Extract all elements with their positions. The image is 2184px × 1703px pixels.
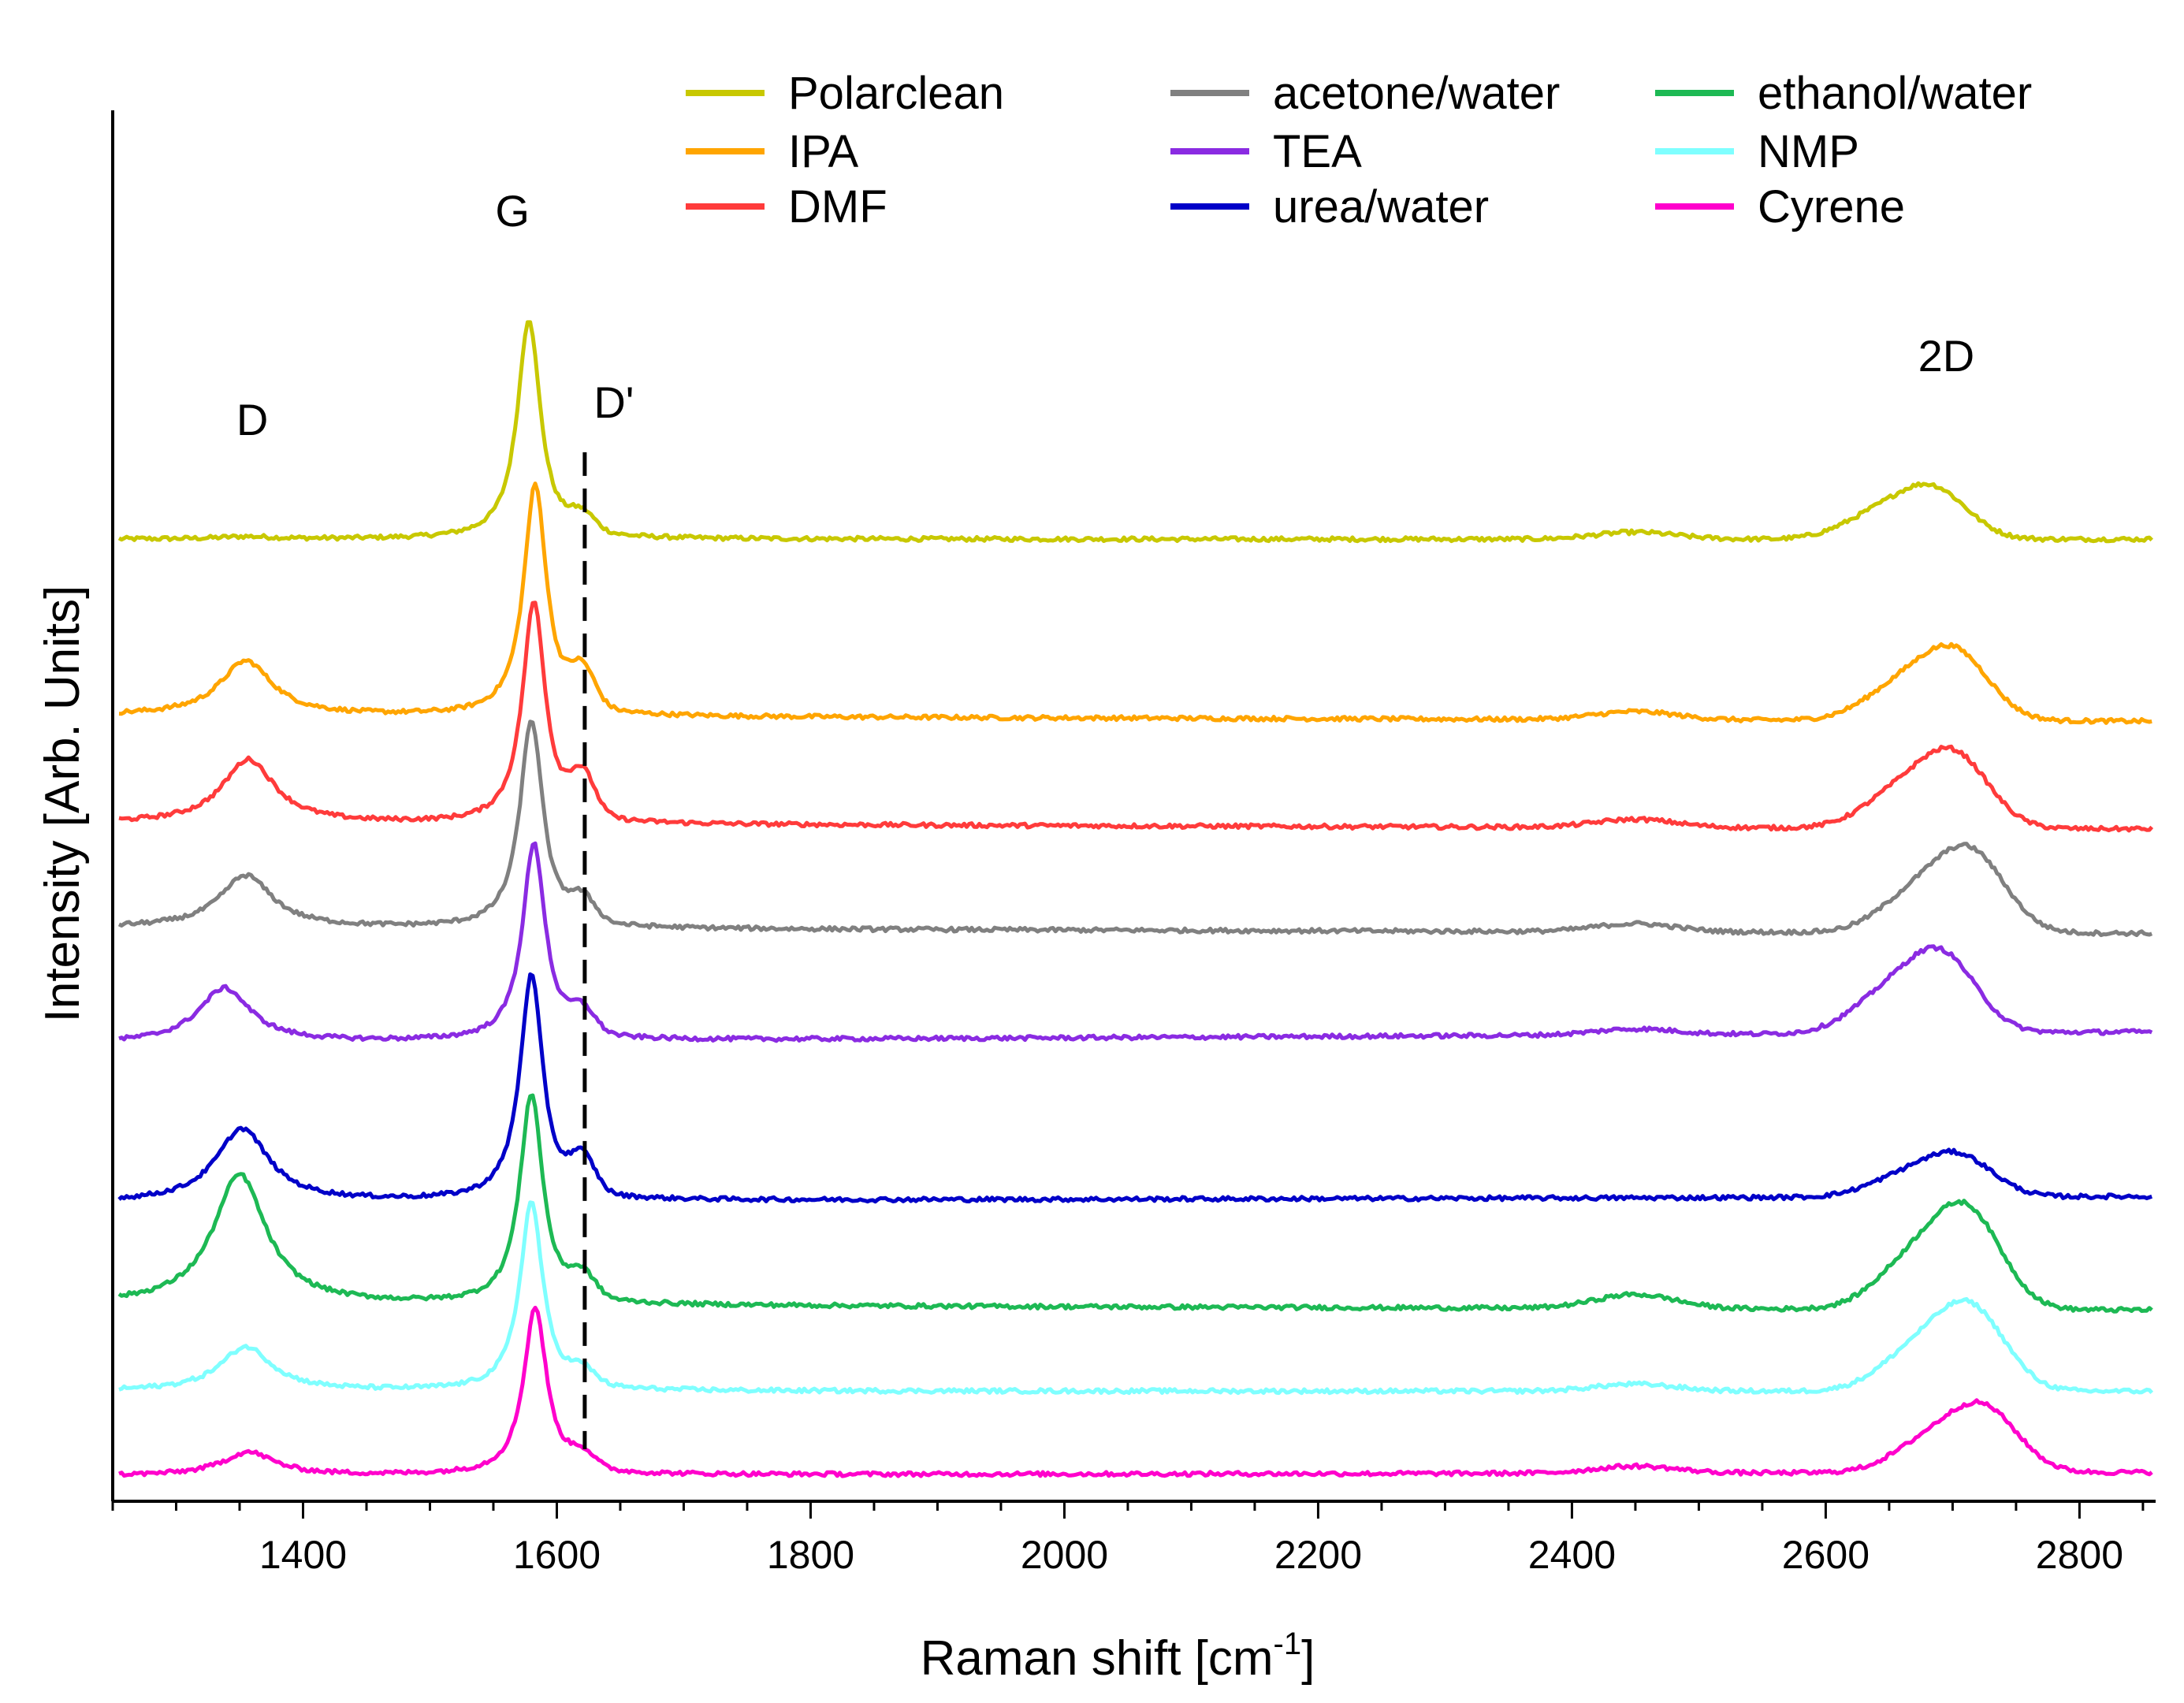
peak-label: D' (593, 377, 634, 427)
x-axis-title-superscript: -1 (1274, 1627, 1302, 1661)
series-line-dmf (118, 601, 2154, 833)
x-tick-label: 1800 (767, 1533, 854, 1577)
y-axis-title: Intensity [Arb. Units] (35, 586, 90, 1023)
x-tick-label: 2400 (1528, 1533, 1616, 1577)
legend-label: ethanol/water (1758, 68, 2032, 119)
x-tick-label: 2000 (1021, 1533, 1108, 1577)
series-line-urea-water (117, 972, 2153, 1204)
peak-label: 2D (1918, 331, 1975, 381)
series-line-cyrene (118, 1305, 2153, 1478)
x-axis-ticks (111, 1501, 2145, 1519)
legend-label: NMP (1758, 126, 1859, 177)
legend-label: IPA (788, 126, 858, 177)
x-tick-label: 1600 (513, 1533, 601, 1577)
series-line-acetone-water (117, 719, 2153, 938)
x-tick-label: 1400 (259, 1533, 347, 1577)
x-axis-title: Raman shift [cm-1] (921, 1627, 1315, 1686)
series-lines (117, 320, 2154, 1478)
legend-label: Polarclean (788, 68, 1004, 119)
series-line-tea (118, 841, 2153, 1043)
x-tick-label: 2200 (1274, 1533, 1362, 1577)
peak-annotations: D G D' 2D (236, 186, 1974, 1449)
series-line-polarclean (117, 320, 2153, 544)
axes: 1400 1600 1800 2000 2200 2400 2600 2800 (111, 110, 2156, 1577)
series-line-nmp (118, 1200, 2154, 1396)
legend-label: acetone/water (1273, 68, 1560, 119)
x-tick-label: 2800 (2036, 1533, 2123, 1577)
legend-label: urea/water (1273, 181, 1489, 232)
legend-label: DMF (788, 181, 887, 232)
peak-label: G (495, 186, 530, 236)
legend-label: Cyrene (1758, 181, 1905, 232)
x-axis-title-suffix: ] (1301, 1631, 1315, 1686)
legend-label: TEA (1273, 126, 1362, 177)
series-line-ethanol-water (117, 1093, 2153, 1314)
series-line-ipa (118, 482, 2152, 725)
x-tick-label: 2600 (1782, 1533, 1870, 1577)
peak-label: D (236, 395, 268, 444)
x-axis-tick-labels: 1400 1600 1800 2000 2200 2400 2600 2800 (259, 1533, 2123, 1577)
